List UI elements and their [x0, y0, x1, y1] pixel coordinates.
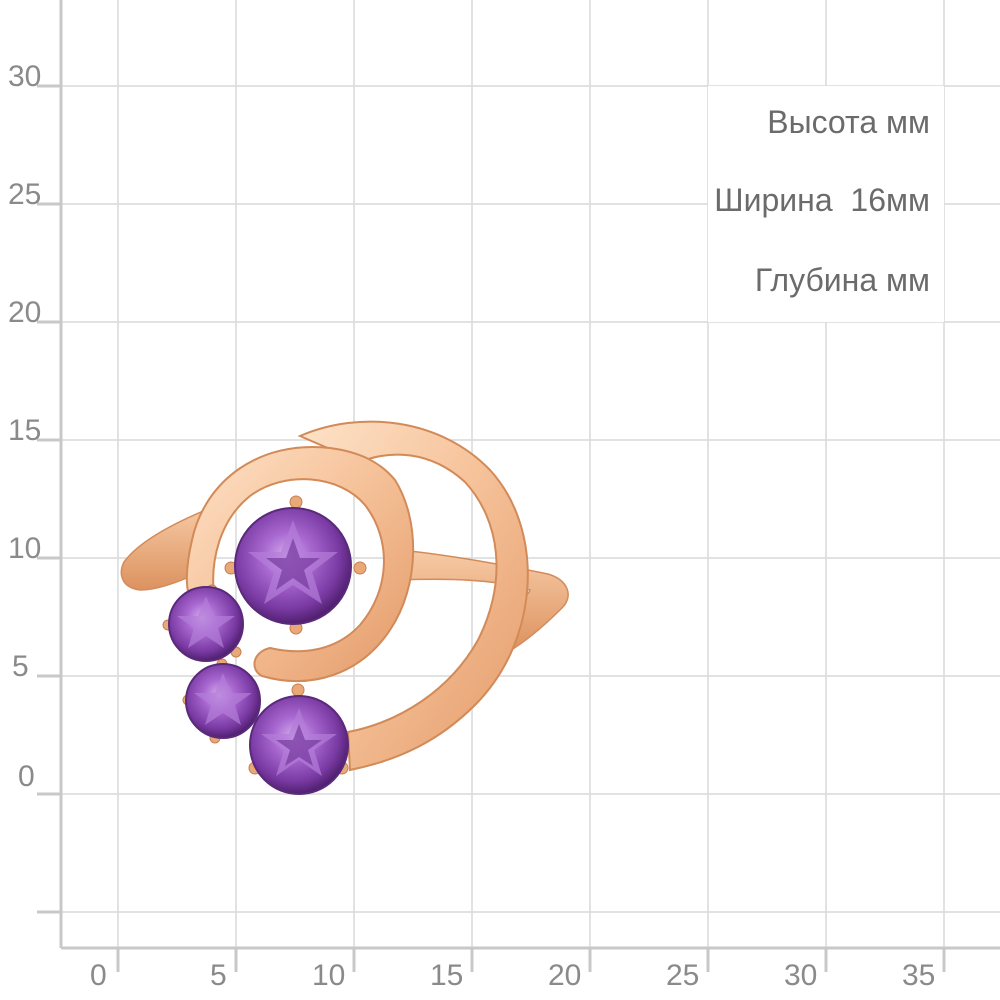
amethyst-small-middle — [185, 663, 261, 739]
x-axis-labels: 0 5 10 15 20 25 30 35 — [90, 959, 935, 992]
ring-inner-spiral — [185, 446, 415, 683]
axis-ticks — [37, 84, 946, 972]
y-label-10: 10 — [8, 532, 41, 565]
amethyst-stones — [168, 507, 352, 795]
x-label-5: 5 — [210, 959, 227, 992]
amethyst-large-top — [234, 507, 352, 625]
x-label-25: 25 — [666, 959, 699, 992]
y-label-25: 25 — [8, 178, 41, 211]
x-label-0: 0 — [90, 959, 107, 992]
spec-panel: Высота мм Ширина 16мм Глубина мм — [708, 86, 944, 322]
x-label-30: 30 — [784, 959, 817, 992]
amethyst-medium-bottom — [249, 695, 349, 795]
spec-width: Ширина 16мм — [708, 182, 930, 219]
x-label-20: 20 — [548, 959, 581, 992]
axes — [59, 0, 1000, 950]
y-axis-labels: 30 25 20 15 10 5 0 — [8, 60, 41, 793]
amethyst-small-left — [168, 586, 244, 662]
x-label-35: 35 — [902, 959, 935, 992]
x-label-10: 10 — [312, 959, 345, 992]
ring-outer-crescent — [297, 420, 529, 772]
y-label-5: 5 — [12, 650, 29, 683]
y-label-20: 20 — [8, 296, 41, 329]
y-label-30: 30 — [8, 60, 41, 93]
y-label-0: 0 — [18, 760, 35, 793]
x-label-15: 15 — [430, 959, 463, 992]
spec-depth: Глубина мм — [748, 262, 930, 299]
ring-image — [120, 420, 569, 795]
spec-height: Высота мм — [761, 104, 930, 141]
y-label-15: 15 — [8, 414, 41, 447]
